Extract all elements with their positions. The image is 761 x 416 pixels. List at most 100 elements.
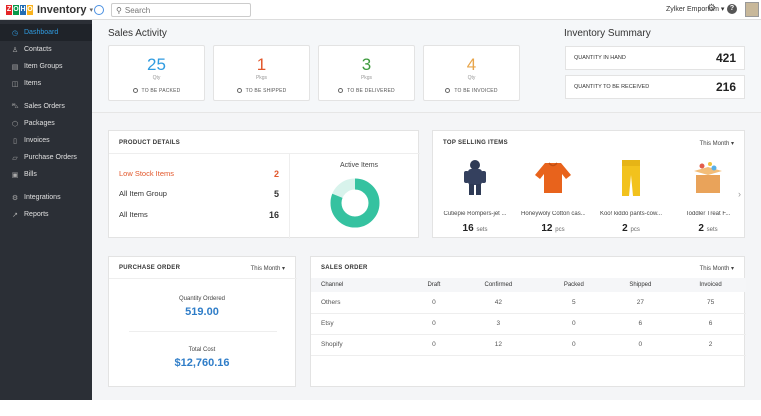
sidebar-item-label: Packages xyxy=(24,120,55,127)
sales-orders-icon: ⛍ xyxy=(11,103,19,110)
table-cell: 0 xyxy=(542,313,606,335)
contacts-icon: ♙ xyxy=(11,46,19,54)
summary-label: QUANTITY TO BE RECEIVED xyxy=(574,84,650,90)
to-be-delivered-card[interactable]: 3 Pkgs TO BE DELIVERED xyxy=(318,45,415,101)
purchase-order-title: PURCHASE ORDER xyxy=(119,265,181,271)
top-item[interactable]: Honeywoly Cotton cas... 12 pcs xyxy=(521,153,585,238)
table-cell: Etsy xyxy=(311,313,414,335)
sidebar-item-purchase-orders[interactable]: ▱ Purchase Orders xyxy=(0,149,92,166)
sidebar-item-items[interactable]: ◫ Items xyxy=(0,75,92,92)
quantity-ordered-label: Quantity Ordered xyxy=(178,296,226,302)
search-box[interactable]: ⚲ xyxy=(111,3,251,17)
to-be-shipped-card[interactable]: 1 Pkgs TO BE SHIPPED xyxy=(213,45,310,101)
item-qty: 12 xyxy=(541,223,553,234)
card-value: 1 xyxy=(256,55,267,74)
avatar[interactable] xyxy=(745,2,759,17)
purchase-orders-icon: ▱ xyxy=(12,154,18,162)
sales-order-panel: SALES ORDER This Month ▾ Channel Draft C… xyxy=(310,256,746,387)
sidebar-item-label: Items xyxy=(24,80,42,87)
active-percent-label: 81% xyxy=(348,201,363,208)
sidebar-item-reports[interactable]: ↗ Reports xyxy=(0,206,92,223)
help-icon[interactable]: ? xyxy=(727,4,737,14)
sidebar-item-integrations[interactable]: ⚙ Integrations xyxy=(0,189,92,206)
table-cell: Others xyxy=(311,292,414,314)
table-cell: 0 xyxy=(605,334,676,356)
period-label: This Month xyxy=(250,266,281,272)
sales-order-table: Channel Draft Confirmed Packed Shipped I… xyxy=(311,278,746,356)
all-items-value: 16 xyxy=(268,210,279,220)
item-unit: pcs xyxy=(555,227,565,233)
invoices-icon: ▯ xyxy=(13,137,17,145)
sidebar-item-label: Reports xyxy=(24,211,49,218)
card-label: TO BE SHIPPED xyxy=(245,88,287,94)
all-items-row[interactable]: All Items 16 xyxy=(119,210,279,220)
dashboard-main: Sales Activity 25 Qty TO BE PACKED 1 Pkg… xyxy=(92,20,761,400)
sales-order-period-dropdown[interactable]: This Month ▾ xyxy=(699,266,734,272)
bills-icon: ▣ xyxy=(11,171,19,179)
clock-icon xyxy=(445,88,451,94)
table-cell: 0 xyxy=(413,334,455,356)
search-input[interactable] xyxy=(124,5,235,15)
sidebar-item-label: Sales Orders xyxy=(24,103,65,110)
period-label: This Month xyxy=(699,266,730,272)
low-stock-row[interactable]: Low Stock Items 2 xyxy=(119,169,279,179)
chevron-right-icon[interactable]: › xyxy=(738,189,741,199)
sidebar-item-item-groups[interactable]: ▤ Item Groups xyxy=(0,58,92,75)
top-item[interactable]: Toddler Treat F... 2 sets xyxy=(677,153,739,238)
item-qty: 2 xyxy=(622,223,628,234)
gear-icon[interactable]: ⚙ xyxy=(707,3,716,14)
table-cell: 3 xyxy=(454,313,543,335)
to-be-invoiced-card[interactable]: 4 Qty TO BE INVOICED xyxy=(423,45,520,101)
card-unit: Qty xyxy=(467,75,476,81)
sidebar-item-dashboard[interactable]: ◷ Dashboard xyxy=(0,24,92,41)
sidebar-item-sales-orders[interactable]: ⛍ Sales Orders xyxy=(0,98,92,115)
item-unit: sets xyxy=(476,227,488,233)
gift-box-icon xyxy=(677,153,739,203)
table-cell: Shopify xyxy=(311,334,414,356)
item-groups-icon: ▤ xyxy=(11,63,19,71)
summary-value: 216 xyxy=(715,80,736,94)
table-row[interactable]: Others 0 42 5 27 75 xyxy=(311,292,746,314)
card-unit: Pkgs xyxy=(255,75,268,81)
organization-switcher[interactable]: Zylker Emporium ▾ xyxy=(666,6,725,13)
top-item[interactable]: Cutiepie Rompers-jet ... 16 sets xyxy=(443,153,507,238)
sidebar-item-bills[interactable]: ▣ Bills xyxy=(0,166,92,183)
app-name: Inventory xyxy=(37,4,87,16)
to-be-packed-card[interactable]: 25 Qty TO BE PACKED xyxy=(108,45,205,101)
all-items-label: All Items xyxy=(119,210,148,219)
sidebar-item-contacts[interactable]: ♙ Contacts xyxy=(0,41,92,58)
table-cell: 27 xyxy=(605,292,676,314)
table-cell: 6 xyxy=(605,313,676,335)
top-selling-period-dropdown[interactable]: This Month ▾ xyxy=(699,141,734,147)
item-name: Toddler Treat F... xyxy=(685,211,731,217)
sidebar-item-invoices[interactable]: ▯ Invoices xyxy=(0,132,92,149)
packages-icon: ⬡ xyxy=(11,120,19,128)
sweater-icon xyxy=(521,153,585,203)
clock-icon xyxy=(132,88,138,94)
card-value: 25 xyxy=(147,55,166,74)
card-label: TO BE PACKED xyxy=(141,88,181,94)
activity-band: Sales Activity 25 Qty TO BE PACKED 1 Pkg… xyxy=(92,20,761,113)
active-items-donut: 81% xyxy=(330,178,380,228)
sidebar-item-label: Invoices xyxy=(24,137,50,144)
sales-activity-title: Sales Activity xyxy=(108,28,167,39)
item-name: Koo! kiddo pants-cow... xyxy=(599,211,663,217)
table-row[interactable]: Shopify 0 12 0 0 2 xyxy=(311,334,746,356)
column-header: Confirmed xyxy=(454,278,543,292)
pants-icon xyxy=(599,153,663,203)
table-row[interactable]: Etsy 0 3 0 6 6 xyxy=(311,313,746,335)
purchase-order-panel: PURCHASE ORDER This Month ▾ Quantity Ord… xyxy=(108,256,297,387)
quantity-to-be-received-row: QUANTITY TO BE RECEIVED 216 xyxy=(565,75,745,99)
search-icon: ⚲ xyxy=(116,5,122,15)
item-unit: pcs xyxy=(630,227,640,233)
top-item[interactable]: Koo! kiddo pants-cow... 2 pcs xyxy=(599,153,663,238)
item-group-value: 5 xyxy=(273,189,279,199)
all-item-group-row[interactable]: All Item Group 5 xyxy=(119,189,279,199)
quick-create-icon[interactable] xyxy=(94,5,104,15)
sidebar-item-packages[interactable]: ⬡ Packages xyxy=(0,115,92,132)
card-label: TO BE DELIVERED xyxy=(347,88,395,94)
item-name: Cutiepie Rompers-jet ... xyxy=(443,211,507,217)
purchase-order-period-dropdown[interactable]: This Month ▾ xyxy=(250,266,285,272)
